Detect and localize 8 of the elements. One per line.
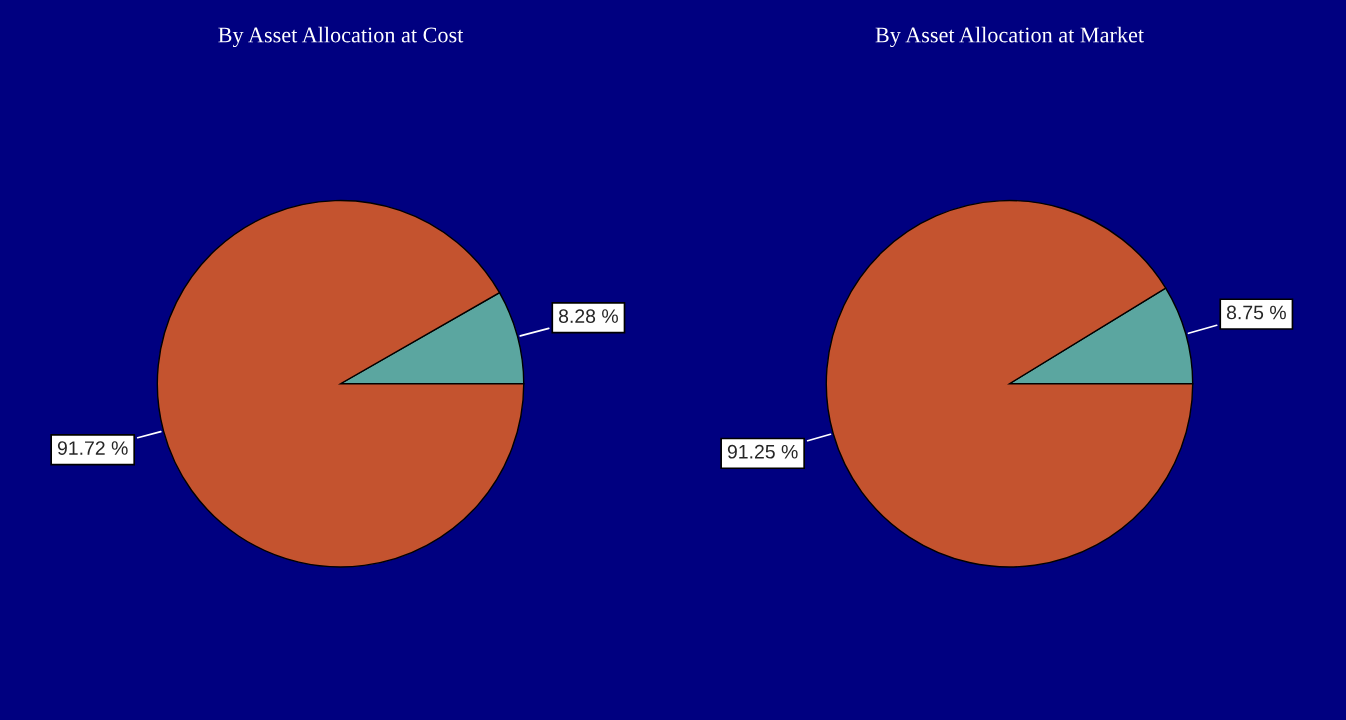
chart-title: By Asset Allocation at Market	[875, 26, 1144, 48]
chart-title: By Asset Allocation at Cost	[218, 26, 464, 48]
pie-slice	[156, 199, 525, 568]
data-label: 8.75 %	[1226, 305, 1286, 320]
data-label: 91.25 %	[727, 444, 798, 459]
data-label: 8.28 %	[558, 309, 618, 324]
pie-slice	[825, 199, 1194, 568]
data-label: 91.72 %	[57, 441, 128, 455]
